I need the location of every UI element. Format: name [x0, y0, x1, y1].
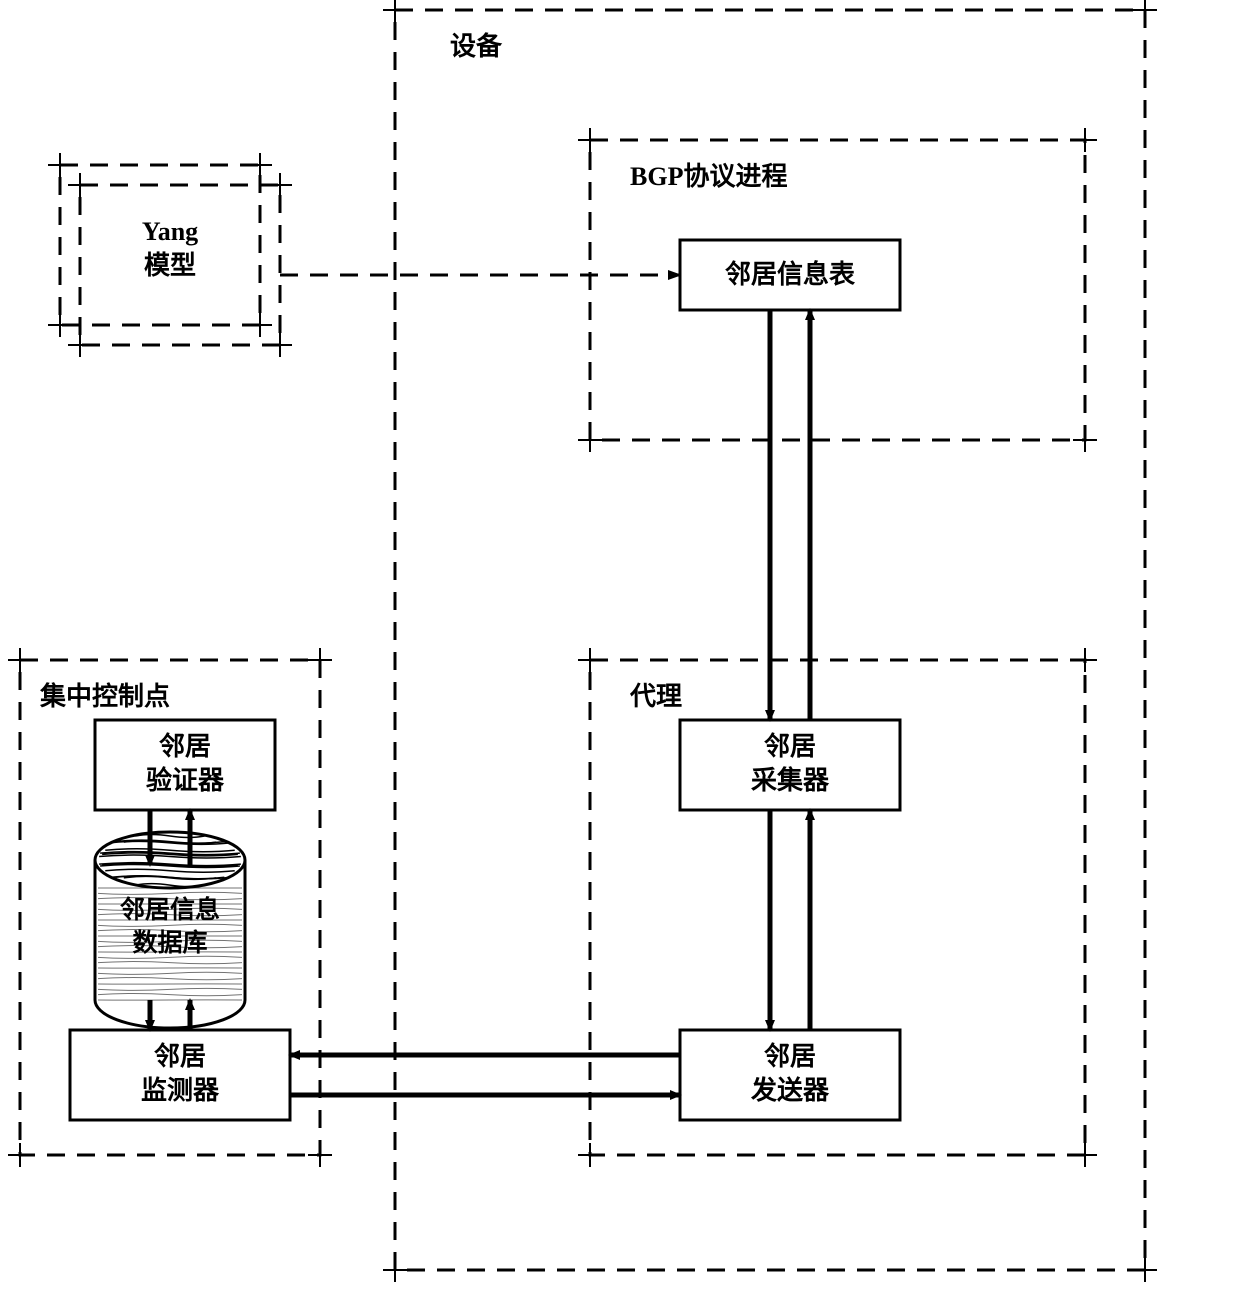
yang-label: Yang 模型	[110, 215, 230, 283]
arrows-layer	[150, 310, 810, 1095]
agent-label: 代理	[630, 680, 682, 714]
neighbor-sender-label: 邻居 发送器	[680, 1040, 900, 1108]
database-label: 邻居信息 数据库	[100, 895, 240, 960]
control-label: 集中控制点	[40, 680, 170, 714]
neighbor-table-label: 邻居信息表	[680, 258, 900, 292]
neighbor-verifier-label: 邻居 验证器	[95, 730, 275, 798]
device-label: 设备	[450, 30, 502, 64]
neighbor-monitor-label: 邻居 监测器	[70, 1040, 290, 1108]
bgp-label: BGP协议进程	[630, 160, 787, 194]
neighbor-collector-label: 邻居 采集器	[680, 730, 900, 798]
